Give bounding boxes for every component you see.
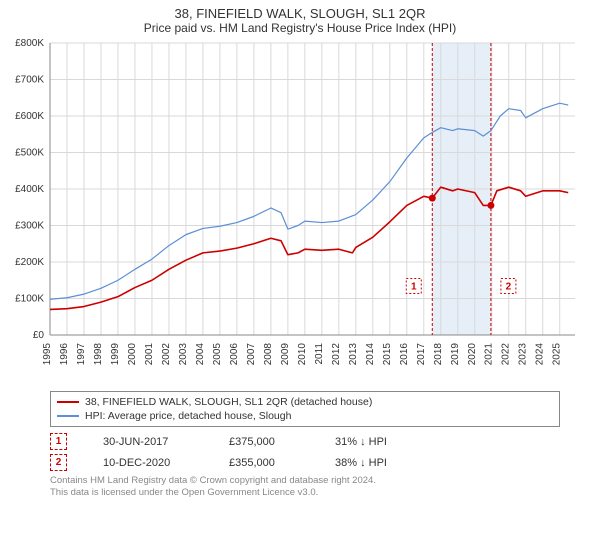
marker-badge: 1: [50, 433, 67, 450]
legend-swatch: [57, 401, 79, 403]
svg-text:2007: 2007: [246, 343, 257, 366]
svg-text:2016: 2016: [399, 343, 410, 366]
svg-text:2012: 2012: [331, 343, 342, 366]
svg-text:2011: 2011: [314, 343, 325, 365]
svg-text:£300K: £300K: [15, 221, 44, 232]
chart-plot-area: £0 £100K £200K £300K £400K £500K £600K £700K £80…: [0, 35, 600, 387]
svg-text:2020: 2020: [467, 343, 478, 366]
marker-price: £375,000: [229, 436, 299, 448]
svg-text:2022: 2022: [501, 343, 512, 366]
svg-text:2: 2: [506, 282, 512, 293]
svg-text:£0: £0: [33, 330, 45, 341]
svg-text:2019: 2019: [450, 343, 461, 366]
svg-text:2008: 2008: [263, 343, 274, 366]
svg-text:2000: 2000: [127, 343, 138, 366]
svg-text:1997: 1997: [76, 343, 87, 366]
legend-item: 38, FINEFIELD WALK, SLOUGH, SL1 2QR (det…: [57, 395, 553, 409]
marker-row: 1 30-JUN-2017 £375,000 31% ↓ HPI: [50, 433, 560, 450]
svg-text:£800K: £800K: [15, 38, 44, 49]
marker-date: 10-DEC-2020: [103, 457, 193, 469]
svg-text:2003: 2003: [178, 343, 189, 366]
svg-text:£500K: £500K: [15, 148, 44, 159]
chart-container: 38, FINEFIELD WALK, SLOUGH, SL1 2QR Pric…: [0, 0, 600, 560]
svg-text:2005: 2005: [212, 343, 223, 366]
svg-text:2004: 2004: [195, 343, 206, 366]
marker-delta: 31% ↓ HPI: [335, 436, 387, 448]
svg-text:£200K: £200K: [15, 257, 44, 268]
svg-text:2023: 2023: [518, 343, 529, 366]
footnote-line: Contains HM Land Registry data © Crown c…: [50, 475, 560, 487]
svg-text:£400K: £400K: [15, 184, 44, 195]
svg-text:2014: 2014: [365, 343, 376, 366]
footnote: Contains HM Land Registry data © Crown c…: [50, 475, 560, 499]
svg-text:2017: 2017: [416, 343, 427, 366]
svg-text:1995: 1995: [42, 343, 53, 366]
marker-date: 30-JUN-2017: [103, 436, 193, 448]
svg-text:1998: 1998: [93, 343, 104, 366]
svg-text:2024: 2024: [535, 343, 546, 366]
svg-text:£600K: £600K: [15, 111, 44, 122]
line-chart-svg: £0 £100K £200K £300K £400K £500K £600K £700K £80…: [0, 35, 600, 387]
svg-text:2006: 2006: [229, 343, 240, 366]
marker-table: 1 30-JUN-2017 £375,000 31% ↓ HPI 2 10-DEC-202…: [50, 433, 560, 471]
svg-text:1: 1: [411, 282, 417, 293]
legend-swatch: [57, 415, 79, 417]
svg-text:£100K: £100K: [15, 294, 44, 305]
marker-delta: 38% ↓ HPI: [335, 457, 387, 469]
marker-price: £355,000: [229, 457, 299, 469]
legend-label: HPI: Average price, detached house, Slou…: [85, 409, 291, 423]
legend: 38, FINEFIELD WALK, SLOUGH, SL1 2QR (det…: [50, 391, 560, 427]
svg-text:2002: 2002: [161, 343, 172, 366]
footnote-line: This data is licensed under the Open Gov…: [50, 487, 560, 499]
svg-text:£700K: £700K: [15, 75, 44, 86]
legend-label: 38, FINEFIELD WALK, SLOUGH, SL1 2QR (det…: [85, 395, 372, 409]
svg-text:2021: 2021: [484, 343, 495, 366]
svg-text:2018: 2018: [433, 343, 444, 366]
svg-text:1996: 1996: [59, 343, 70, 366]
svg-text:2013: 2013: [348, 343, 359, 366]
chart-title: 38, FINEFIELD WALK, SLOUGH, SL1 2QR: [0, 6, 600, 21]
legend-item: HPI: Average price, detached house, Slou…: [57, 409, 553, 423]
svg-text:2025: 2025: [552, 343, 563, 366]
svg-text:2015: 2015: [382, 343, 393, 366]
svg-text:2001: 2001: [144, 343, 155, 366]
title-block: 38, FINEFIELD WALK, SLOUGH, SL1 2QR Pric…: [0, 0, 600, 35]
marker-row: 2 10-DEC-2020 £355,000 38% ↓ HPI: [50, 454, 560, 471]
chart-subtitle: Price paid vs. HM Land Registry's House …: [0, 21, 600, 35]
svg-text:2010: 2010: [297, 343, 308, 366]
svg-text:1999: 1999: [110, 343, 121, 366]
svg-text:2009: 2009: [280, 343, 291, 366]
marker-badge: 2: [50, 454, 67, 471]
